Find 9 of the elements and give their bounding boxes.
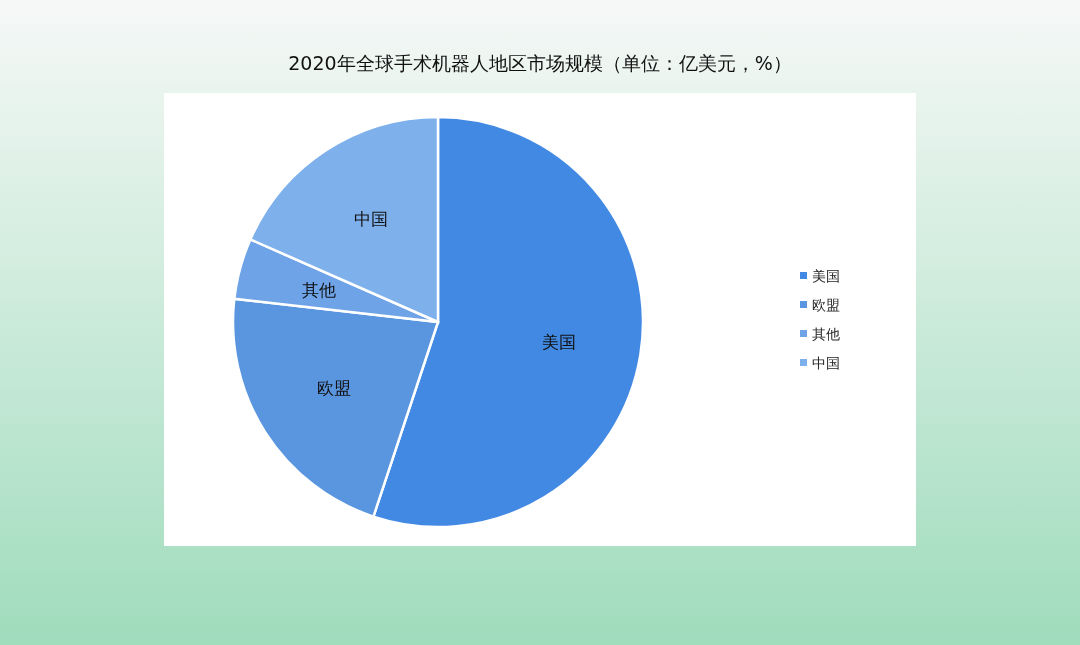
slice-label: 其他 [302, 279, 337, 300]
legend-label: 中国 [812, 355, 840, 371]
legend-label: 其他 [812, 326, 840, 342]
slice-label: 美国 [542, 331, 577, 352]
slice-label: 中国 [353, 208, 388, 229]
legend-label: 欧盟 [812, 297, 840, 313]
legend-label: 美国 [812, 268, 840, 284]
slice-label: 欧盟 [317, 378, 352, 399]
chart-title: 2020年全球手术机器人地区市场规模（单位：亿美元，%） [288, 52, 792, 74]
